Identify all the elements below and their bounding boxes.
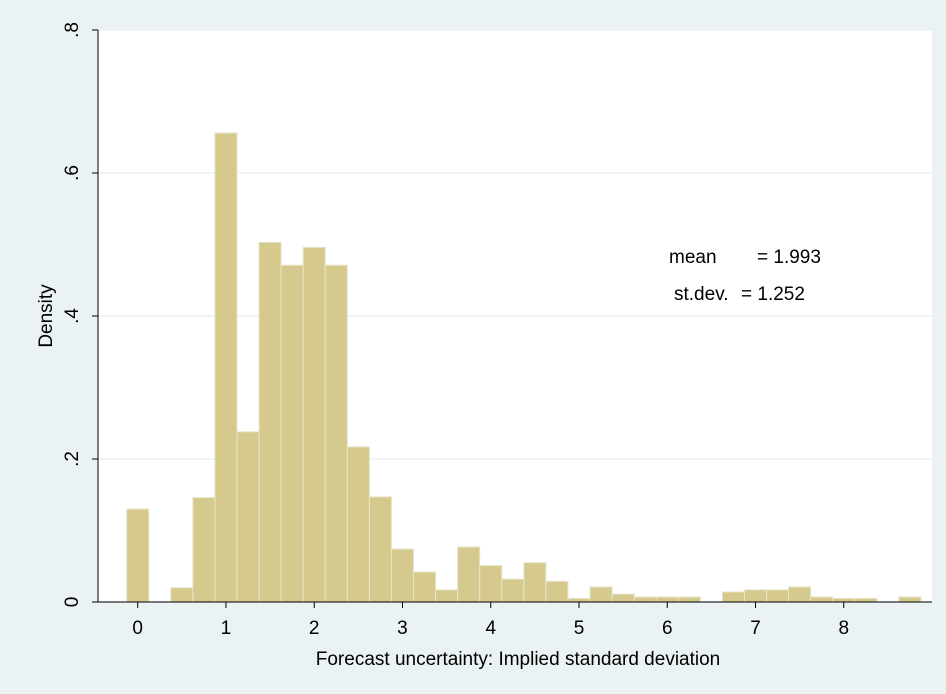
histogram-bar-0 bbox=[126, 508, 150, 603]
histogram-bar-23 bbox=[655, 596, 679, 603]
histogram-bar-31 bbox=[854, 597, 878, 603]
mean-value: = 1.993 bbox=[757, 247, 821, 268]
x-tick-label-4: 4 bbox=[485, 618, 496, 639]
histogram-bar-27 bbox=[766, 589, 790, 603]
histogram-bar-3 bbox=[214, 132, 238, 603]
histogram-bar-10 bbox=[368, 496, 392, 603]
histogram-bar-29 bbox=[810, 596, 834, 603]
histogram-bar-28 bbox=[788, 586, 812, 603]
x-tick-label-3: 3 bbox=[397, 618, 408, 639]
histogram-bar-13 bbox=[435, 589, 459, 603]
histogram-bar-2 bbox=[192, 497, 216, 603]
stdev-value: = 1.252 bbox=[741, 284, 805, 305]
histogram-bar-19 bbox=[567, 597, 591, 603]
y-tick-label-4: .8 bbox=[62, 22, 83, 38]
x-tick-label-0: 0 bbox=[132, 618, 143, 639]
x-tick-label-6: 6 bbox=[662, 618, 673, 639]
y-tick-label-0: 0 bbox=[62, 597, 83, 608]
histogram-bar-22 bbox=[633, 596, 657, 603]
histogram-bar-21 bbox=[611, 593, 635, 603]
stats-annotation: mean = 1.993 st.dev. = 1.252 bbox=[669, 247, 821, 305]
histogram-bar-9 bbox=[346, 446, 370, 603]
histogram-bar-11 bbox=[390, 548, 415, 603]
histogram-bar-20 bbox=[589, 586, 613, 603]
histogram-bar-5 bbox=[258, 241, 282, 603]
y-tick-label-3: .6 bbox=[62, 165, 83, 181]
x-tick-label-8: 8 bbox=[838, 618, 849, 639]
x-tick-label-7: 7 bbox=[750, 618, 761, 639]
histogram-bar-17 bbox=[523, 562, 547, 603]
histogram-bar-25 bbox=[721, 591, 745, 603]
histogram-bars bbox=[126, 132, 922, 603]
y-axis-title: Density bbox=[36, 284, 57, 348]
histogram-bar-16 bbox=[501, 578, 525, 603]
x-tick-label-1: 1 bbox=[221, 618, 232, 639]
histogram-bar-15 bbox=[479, 565, 503, 603]
histogram-bar-1 bbox=[170, 587, 194, 603]
y-axis-ticks: 0 .2 .4 .6 .8 bbox=[62, 22, 98, 607]
histogram-bar-32 bbox=[898, 596, 922, 603]
y-tick-label-2: .4 bbox=[62, 308, 83, 324]
x-tick-label-2: 2 bbox=[309, 618, 320, 639]
histogram-bar-26 bbox=[743, 589, 768, 603]
histogram-bar-8 bbox=[324, 264, 348, 603]
x-axis-ticks: 0 1 2 3 4 5 6 7 8 bbox=[132, 602, 849, 639]
stdev-label: st.dev. bbox=[674, 284, 729, 305]
x-tick-label-5: 5 bbox=[574, 618, 585, 639]
histogram-bar-6 bbox=[280, 264, 304, 603]
histogram-bar-4 bbox=[236, 431, 260, 603]
histogram-bar-14 bbox=[457, 546, 481, 603]
histogram-bar-30 bbox=[832, 597, 856, 603]
histogram-bar-7 bbox=[302, 246, 326, 603]
histogram-bar-12 bbox=[413, 571, 437, 603]
histogram-bar-18 bbox=[545, 580, 569, 603]
y-tick-label-1: .2 bbox=[62, 451, 83, 467]
histogram-bar-24 bbox=[677, 596, 701, 603]
x-axis-title: Forecast uncertainty: Implied standard d… bbox=[316, 649, 721, 670]
mean-label: mean bbox=[669, 247, 717, 268]
